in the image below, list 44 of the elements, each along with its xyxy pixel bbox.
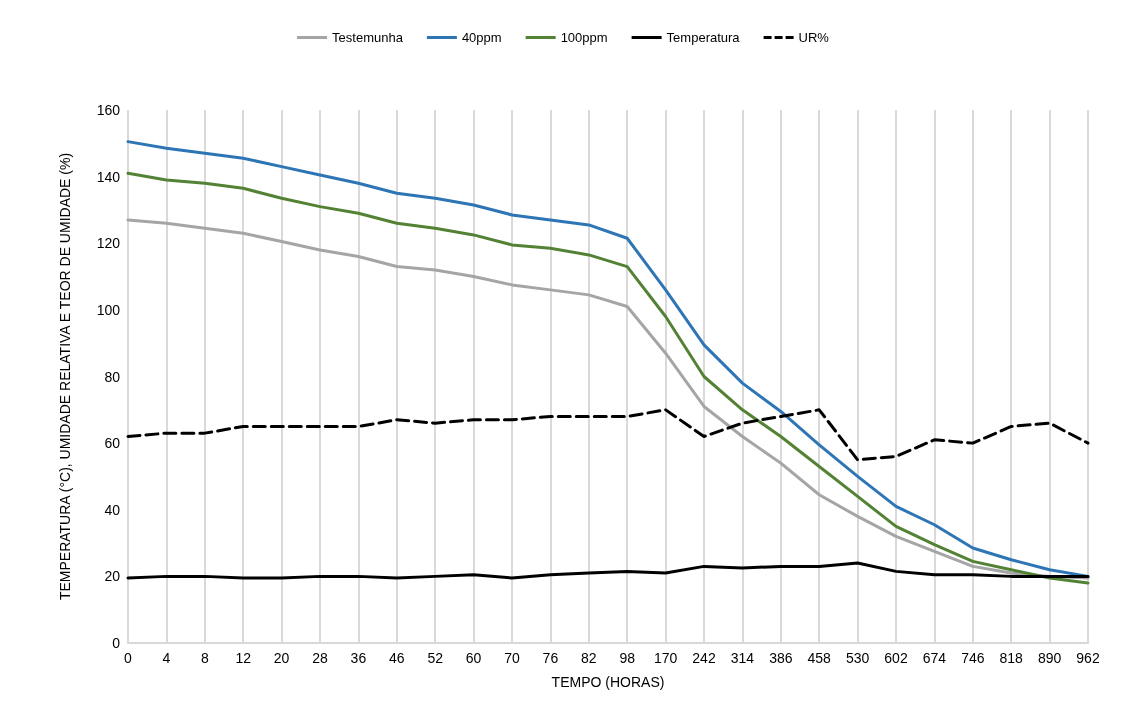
- x-tick-label: 818: [999, 650, 1024, 666]
- x-tick-label: 12: [235, 650, 252, 666]
- x-tick-label: 746: [961, 650, 985, 666]
- y-tick-label: 40: [104, 501, 121, 518]
- x-tick-label: 8: [200, 650, 209, 666]
- x-axis-title: TEMPO (HORAS): [551, 674, 665, 690]
- x-tick-label: 314: [730, 650, 755, 666]
- legend-label: Temperatura: [666, 30, 741, 45]
- y-tick-label: 20: [104, 568, 121, 585]
- x-tick-label: 4: [162, 650, 171, 666]
- legend-label: UR%: [798, 30, 830, 45]
- x-tick-label: 46: [389, 650, 405, 666]
- x-tick-label: 0: [124, 650, 133, 666]
- line-series: [126, 561, 1090, 580]
- y-tick-label: 160: [96, 102, 121, 118]
- x-tick-label: 98: [619, 650, 636, 666]
- x-tick-label: 530: [845, 650, 870, 666]
- legend-label: 40ppm: [461, 30, 502, 45]
- legend-label: Testemunha: [332, 30, 404, 45]
- x-tick-label: 76: [542, 650, 559, 666]
- x-tick-label: 60: [465, 650, 482, 666]
- y-tick-label: 80: [104, 368, 121, 385]
- x-tick-label: 52: [427, 650, 444, 666]
- x-tick-label: 28: [312, 650, 328, 666]
- y-tick-label: 140: [96, 168, 121, 185]
- y-tick-label: 120: [96, 235, 121, 252]
- x-tick-label: 20: [273, 650, 290, 666]
- x-tick-label: 890: [1037, 650, 1062, 666]
- x-tick-label: 602: [884, 650, 908, 666]
- x-tick-label: 242: [692, 650, 716, 666]
- y-tick-label: 100: [96, 301, 121, 318]
- y-tick-label: 60: [104, 435, 121, 452]
- x-tick-label: 674: [922, 650, 947, 666]
- legend-label: 100ppm: [560, 30, 608, 45]
- x-tick-label: 962: [1076, 650, 1100, 666]
- x-tick-label: 36: [350, 650, 367, 666]
- x-tick-label: 458: [807, 650, 832, 666]
- x-tick-label: 386: [769, 650, 793, 666]
- line-series: [126, 408, 1090, 462]
- x-tick-label: 70: [504, 650, 520, 666]
- y-tick-label: 0: [112, 635, 121, 651]
- y-axis-title: TEMPERATURA (°C), UMIDADE RELATIVA E TEOR DE UMIDADE (%): [57, 152, 73, 601]
- x-tick-label: 82: [581, 650, 597, 666]
- x-tick-label: 170: [653, 650, 678, 666]
